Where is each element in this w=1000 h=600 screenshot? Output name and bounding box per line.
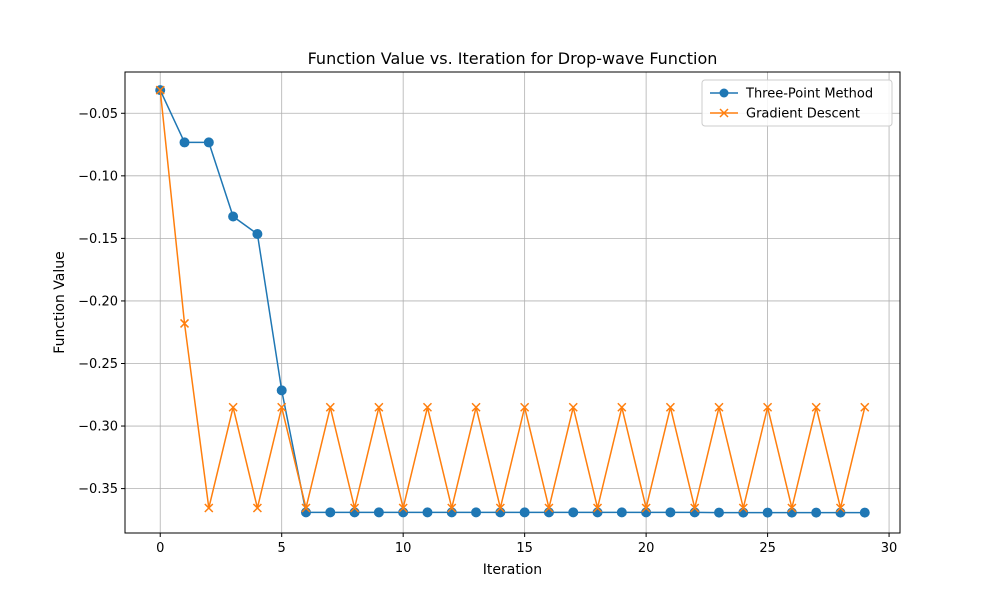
data-point-gradient-descent	[204, 503, 214, 513]
data-point-gradient-descent	[763, 402, 773, 412]
legend-marker-gradient-descent	[719, 108, 729, 118]
data-point-gradient-descent	[787, 503, 797, 513]
data-point-gradient-descent	[495, 503, 505, 513]
data-point-gradient-descent	[277, 402, 287, 412]
y-tick-label: −0.20	[78, 294, 118, 309]
data-point-three-point-method	[641, 507, 652, 518]
data-point-three-point-method	[762, 507, 773, 518]
data-point-three-point-method	[446, 507, 457, 518]
data-point-three-point-method	[738, 507, 749, 518]
x-tick-label: 15	[516, 541, 533, 556]
data-point-gradient-descent	[398, 503, 408, 513]
legend-label-gradient-descent: Gradient Descent	[746, 107, 860, 122]
data-point-gradient-descent	[179, 318, 190, 328]
data-point-gradient-descent	[641, 503, 651, 513]
x-axis-label: Iteration	[483, 562, 542, 578]
data-point-three-point-method	[349, 507, 360, 518]
data-point-gradient-descent	[252, 503, 262, 513]
series-line-gradient-descent	[159, 90, 866, 509]
y-tick-label: −0.05	[78, 107, 118, 122]
data-point-gradient-descent	[544, 503, 554, 513]
y-tick-label: −0.35	[78, 482, 118, 497]
data-point-gradient-descent	[738, 503, 748, 513]
data-point-three-point-method	[568, 507, 579, 518]
data-point-gradient-descent	[860, 402, 870, 412]
data-point-three-point-method	[373, 507, 384, 518]
x-tick-label: 10	[395, 541, 412, 556]
legend: Three-Point Method Gradient Descent	[701, 79, 893, 127]
grid	[125, 72, 900, 533]
data-point-three-point-method	[811, 507, 822, 518]
data-point-three-point-method	[786, 507, 797, 518]
data-point-three-point-method	[495, 507, 506, 518]
data-point-three-point-method	[714, 507, 725, 518]
y-tick-label: −0.10	[78, 169, 118, 184]
data-point-gradient-descent	[350, 503, 360, 513]
x-tick-label: 20	[638, 541, 655, 556]
y-tick-label: −0.30	[78, 420, 118, 435]
x-tick-label: 30	[881, 541, 898, 556]
data-point-three-point-method	[665, 507, 676, 518]
data-point-gradient-descent	[301, 503, 311, 513]
data-point-gradient-descent	[422, 402, 432, 412]
legend-marker-three-point-method	[719, 88, 729, 98]
y-tick-label: −0.25	[78, 357, 118, 372]
data-point-gradient-descent	[374, 402, 384, 412]
data-point-three-point-method	[203, 137, 214, 148]
data-point-gradient-descent	[690, 503, 700, 513]
data-point-gradient-descent	[447, 503, 457, 513]
data-point-gradient-descent	[325, 402, 335, 412]
data-point-gradient-descent	[593, 503, 603, 513]
data-point-gradient-descent	[155, 85, 165, 95]
data-point-three-point-method	[592, 507, 603, 518]
legend-label-three-point-method: Three-Point Method	[745, 87, 873, 102]
y-axis-label: Function Value	[52, 251, 68, 353]
data-point-three-point-method	[325, 507, 336, 518]
data-point-three-point-method	[398, 507, 409, 518]
legend-box	[701, 79, 893, 127]
data-point-three-point-method	[859, 507, 870, 518]
data-point-gradient-descent	[228, 402, 238, 412]
data-point-three-point-method	[519, 507, 530, 518]
data-point-gradient-descent	[714, 402, 724, 412]
plot-frame	[124, 71, 901, 534]
y-tick-label: −0.15	[78, 232, 118, 247]
series-layer	[155, 85, 870, 518]
data-point-three-point-method	[228, 211, 239, 222]
data-point-gradient-descent	[835, 503, 846, 513]
chart-title: Function Value vs. Iteration for Drop-wa…	[308, 49, 718, 68]
ticks: 0 5 10 15 20 25 30 −0.35 −0.30 −0.25 −0.20 −0.15 −0.…	[78, 107, 897, 556]
data-point-three-point-method	[471, 507, 482, 518]
data-point-three-point-method	[422, 507, 433, 518]
data-point-three-point-method	[179, 137, 190, 148]
data-point-gradient-descent	[811, 402, 821, 412]
x-tick-label: 25	[759, 541, 776, 556]
data-point-gradient-descent	[665, 402, 675, 412]
data-point-three-point-method	[300, 507, 311, 518]
data-point-three-point-method	[543, 507, 554, 518]
x-tick-label: 0	[156, 541, 164, 556]
data-point-three-point-method	[276, 385, 287, 396]
data-point-gradient-descent	[520, 402, 530, 412]
data-point-three-point-method	[616, 507, 627, 518]
data-point-gradient-descent	[471, 402, 481, 412]
data-point-three-point-method	[835, 507, 846, 518]
data-point-three-point-method	[689, 507, 700, 518]
data-point-gradient-descent	[617, 402, 627, 412]
x-tick-label: 5	[278, 541, 286, 556]
data-point-gradient-descent	[568, 402, 578, 412]
data-point-three-point-method	[252, 229, 263, 240]
